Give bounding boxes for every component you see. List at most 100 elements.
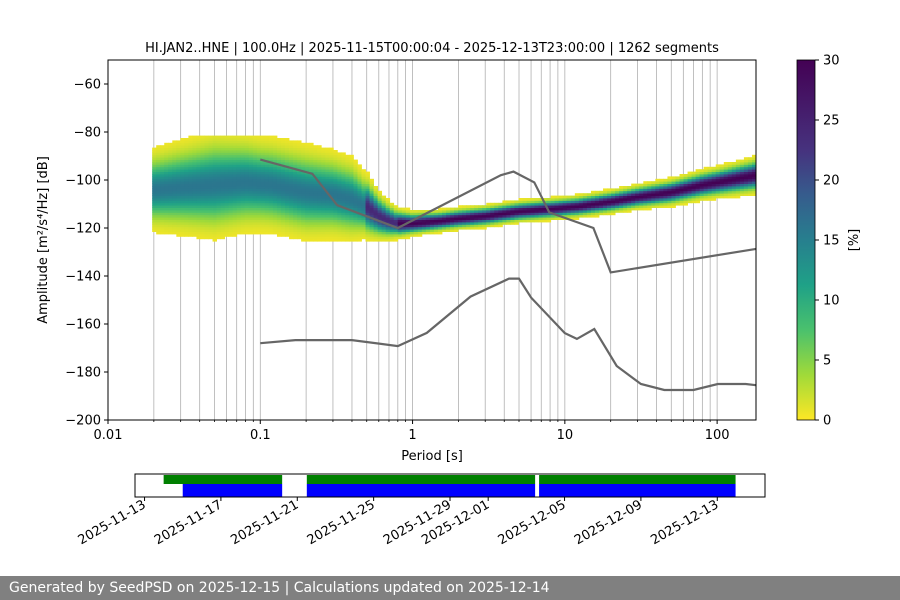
psd-cell [212, 171, 217, 175]
psd-cell [272, 198, 278, 201]
psd-cell [639, 188, 644, 192]
psd-cell [381, 231, 387, 235]
psd-cell [309, 178, 314, 182]
psd-cell [442, 226, 447, 230]
psd-cell [373, 188, 378, 192]
psd-cell [490, 207, 495, 211]
psd-cell [220, 183, 226, 187]
psd-cell [458, 219, 463, 223]
psd-cell [236, 214, 242, 218]
psd-cell [659, 186, 664, 189]
psd-cell [747, 157, 753, 160]
psd-cell [172, 166, 177, 170]
psd-cell [337, 164, 342, 168]
psd-cell [594, 210, 600, 213]
psd-cell [369, 181, 374, 184]
psd-cell [172, 210, 177, 213]
psd-cell [429, 222, 435, 225]
psd-cell [276, 145, 282, 148]
psd-cell [240, 157, 246, 160]
psd-cell [341, 222, 346, 225]
psd-cell [574, 205, 580, 208]
psd-cell [578, 202, 584, 206]
psd-cell [244, 207, 250, 211]
psd-cell [405, 210, 411, 213]
psd-cell [164, 231, 169, 235]
psd-cell [180, 138, 185, 141]
psd-cell [691, 200, 697, 204]
psd-cell [301, 198, 306, 201]
psd-cell [240, 207, 246, 211]
psd-cell [647, 188, 652, 192]
psd-cell [470, 212, 475, 216]
psd-cell [703, 198, 709, 201]
psd-cell [204, 147, 209, 151]
psd-cell [272, 210, 278, 213]
psd-cell [196, 210, 201, 213]
psd-cell [325, 181, 330, 184]
psd-cell [232, 222, 238, 225]
psd-cell [196, 138, 201, 141]
psd-cell [297, 195, 302, 199]
psd-cell [196, 214, 201, 218]
psd-cell [643, 198, 648, 201]
psd-cell [518, 214, 523, 218]
psd-cell [188, 140, 193, 144]
psd-cell [224, 154, 230, 158]
psd-cell [514, 217, 519, 220]
psd-cell [687, 181, 692, 184]
psd-cell [566, 207, 572, 211]
psd-cell [192, 193, 197, 196]
psd-cell [212, 152, 217, 156]
nlnm-curve [260, 277, 757, 392]
psd-cell [534, 214, 540, 218]
psd-cell [679, 181, 684, 184]
psd-cell [599, 207, 604, 211]
psd-cell [349, 157, 354, 160]
psd-cell [236, 219, 242, 223]
psd-cell [196, 166, 201, 170]
psd-cell [719, 171, 725, 175]
psd-cell [393, 231, 399, 235]
psd-cell [232, 147, 238, 151]
psd-cell [715, 195, 721, 199]
psd-cell [486, 207, 491, 211]
psd-cell [325, 226, 330, 230]
psd-cell [260, 142, 266, 146]
psd-cell [751, 188, 757, 192]
psd-cell [200, 169, 205, 172]
psd-cell [393, 210, 399, 213]
psd-cell [466, 217, 471, 220]
psd-cell [478, 205, 483, 208]
psd-cell [458, 224, 463, 228]
psd-cell [522, 205, 527, 208]
psd-cell [184, 147, 189, 151]
psd-cell [224, 169, 230, 172]
psd-cell [381, 212, 387, 216]
psd-cell [220, 205, 226, 208]
psd-cell [385, 198, 391, 201]
psd-cell [192, 164, 197, 168]
psd-cell [280, 234, 286, 237]
psd-cell [377, 231, 383, 235]
psd-cell [345, 205, 350, 208]
psd-cell [280, 138, 286, 141]
psd-cell [490, 214, 495, 218]
psd-cell [216, 224, 222, 228]
psd-cell [309, 147, 314, 151]
psd-cell [317, 186, 322, 189]
noise-model-curves [260, 158, 757, 392]
psd-cell [373, 222, 378, 225]
psd-cell [723, 178, 729, 182]
psd-cell [353, 195, 358, 199]
psd-cell [723, 176, 729, 180]
psd-cell [204, 164, 209, 168]
psd-cell [200, 214, 205, 218]
psd-cell [341, 183, 346, 187]
psd-cell [224, 183, 230, 187]
psd-cell [450, 217, 455, 220]
psd-cell [188, 154, 193, 158]
psd-cell [703, 186, 709, 189]
psd-cell [200, 147, 205, 151]
psd-cell [212, 150, 217, 153]
